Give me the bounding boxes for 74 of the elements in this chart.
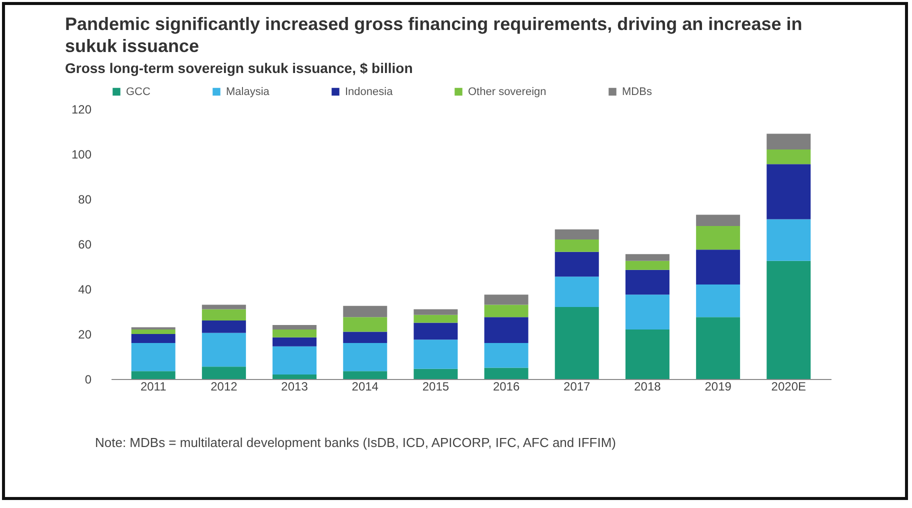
y-tick-label: 120 <box>71 102 92 116</box>
x-tick-label: 2013 <box>281 380 308 394</box>
bar <box>343 317 388 332</box>
bar <box>484 368 528 379</box>
bar <box>131 330 176 334</box>
bar <box>202 332 246 367</box>
y-tick-label: 100 <box>71 148 92 162</box>
bar <box>272 346 317 374</box>
legend-label: GCC <box>126 86 150 98</box>
bar <box>414 314 458 323</box>
x-tick-label: 2015 <box>422 380 450 394</box>
bar <box>484 343 528 368</box>
bar <box>484 317 528 343</box>
y-tick-label: 40 <box>78 282 92 296</box>
y-tick-label: 80 <box>78 192 92 206</box>
bar <box>696 317 740 379</box>
legend-label: Other sovereign <box>468 86 546 98</box>
bar <box>414 309 458 315</box>
bar <box>696 226 740 250</box>
chart-subtitle: Gross long-term sovereign sukuk issuance, $ billion <box>65 59 414 77</box>
bar <box>766 150 811 164</box>
bar <box>202 309 246 320</box>
bar <box>414 368 458 379</box>
bar <box>625 260 670 270</box>
legend-label: Malaysia <box>226 86 270 98</box>
x-tick-label: 2020E <box>771 380 806 394</box>
x-tick-label: 2011 <box>140 380 167 394</box>
bar <box>554 240 599 252</box>
bar <box>131 334 176 343</box>
x-tick-label: 2012 <box>210 380 238 394</box>
x-tick-label: 2019 <box>704 380 732 394</box>
bar <box>343 332 388 343</box>
bar <box>272 325 317 330</box>
text: Note: MDBs = multilateral development banks (IsDB, ICD, APICORP, IFC, AFC and IFFIM) <box>95 435 616 450</box>
bar <box>766 134 811 150</box>
legend-label: Indonesia <box>345 86 394 98</box>
bar <box>131 343 176 372</box>
bar <box>343 371 388 379</box>
y-tick-label: 0 <box>84 372 92 386</box>
bar <box>272 337 317 346</box>
bar <box>625 254 670 261</box>
bar <box>202 320 246 333</box>
bar <box>272 330 317 338</box>
x-tick-label: 2016 <box>492 380 520 394</box>
bar <box>766 219 811 261</box>
x-tick-label: 2014 <box>352 380 379 394</box>
y-tick-label: 60 <box>78 238 92 252</box>
bar <box>696 214 740 226</box>
bar <box>766 260 811 379</box>
bar <box>202 304 246 310</box>
bar <box>202 366 246 379</box>
bar <box>625 330 670 379</box>
x-tick-label: 2018 <box>634 380 662 394</box>
bar <box>554 276 599 307</box>
bar <box>131 371 176 379</box>
x-tick-label: 2017 <box>564 380 591 394</box>
bar <box>272 374 317 379</box>
legend-label: MDBs <box>622 86 652 98</box>
bar <box>414 340 458 369</box>
bar <box>625 270 670 295</box>
bar <box>696 284 740 318</box>
bar <box>414 322 458 340</box>
bar <box>484 304 528 318</box>
bar <box>343 306 388 318</box>
bar <box>343 343 388 372</box>
bar <box>484 294 528 305</box>
bar <box>625 294 670 330</box>
y-tick-label: 20 <box>78 328 92 342</box>
bar <box>554 252 599 277</box>
bar <box>766 164 811 220</box>
chart-title: Pandemic significantly increased gross financing requirements, driving an increase in sukuk issuance <box>65 13 804 57</box>
bar <box>554 307 599 379</box>
bar <box>554 229 599 240</box>
bar <box>696 250 740 284</box>
